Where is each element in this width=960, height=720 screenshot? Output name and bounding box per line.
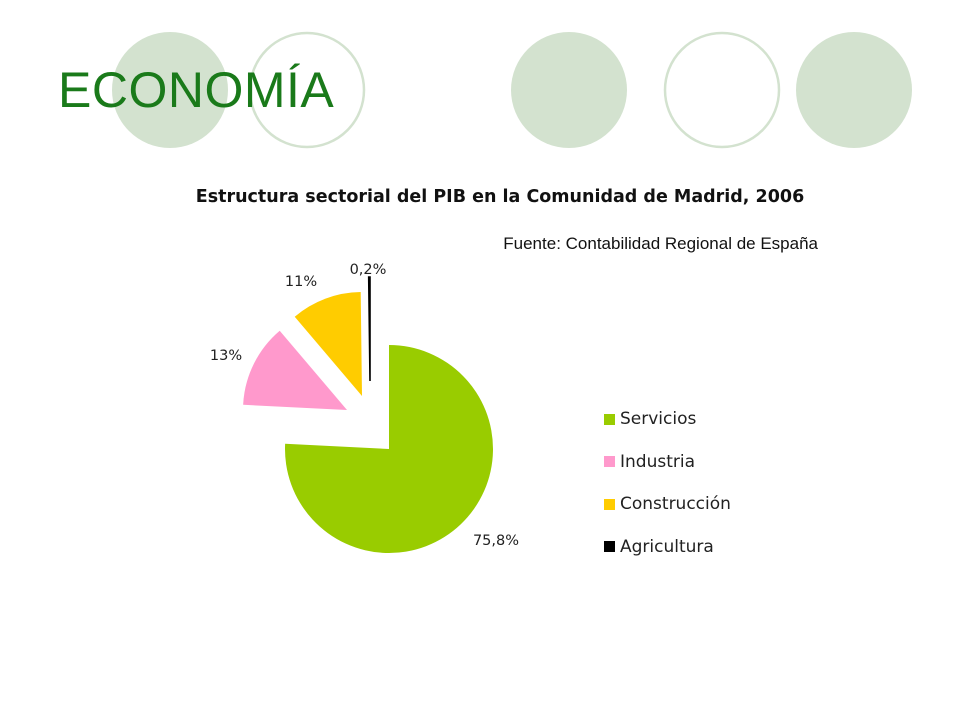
- legend-swatch: [604, 498, 615, 510]
- legend-item: Servicios: [604, 404, 731, 434]
- legend-label: Construcción: [620, 494, 731, 514]
- legend-item: Industria: [604, 447, 731, 477]
- data-label: 13%: [210, 348, 242, 364]
- deco-circle-5: [796, 32, 912, 148]
- pie-slice-industria: [243, 330, 347, 410]
- data-label: 0,2%: [350, 262, 387, 278]
- deco-circle-3: [511, 32, 627, 148]
- pie-slice-construccion: [294, 292, 362, 396]
- chart-legend: Servicios Industria Construcción Agricultur…: [604, 404, 731, 574]
- decorative-circles: [112, 31, 912, 149]
- deco-circle-1: [112, 32, 228, 148]
- pie-slice-servicios: [284, 345, 493, 553]
- legend-item: Agricultura: [604, 532, 731, 562]
- slide-title: ECONOMÍA: [58, 62, 335, 118]
- pie-slice-agricultura: [367, 276, 371, 382]
- data-label: 11%: [285, 274, 317, 290]
- legend-swatch: [604, 541, 615, 552]
- chart-title: Estructura sectorial del PIB en la Comun…: [195, 187, 805, 207]
- deco-circle-2: [248, 31, 366, 149]
- deco-circle-4: [663, 31, 781, 149]
- legend-label: Industria: [620, 451, 696, 472]
- legend-item: Construcción: [604, 489, 731, 519]
- legend-swatch: [604, 456, 615, 467]
- legend-label: Agricultura: [620, 536, 714, 557]
- data-label: 75,8%: [473, 533, 519, 549]
- chart-source: Fuente: Contabilidad Regional de España: [503, 234, 818, 253]
- legend-label: Servicios: [620, 409, 697, 429]
- legend-swatch: [604, 413, 615, 425]
